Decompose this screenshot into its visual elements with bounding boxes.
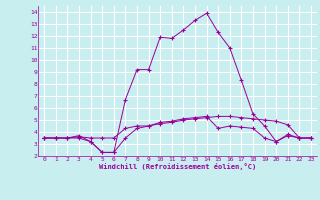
X-axis label: Windchill (Refroidissement éolien,°C): Windchill (Refroidissement éolien,°C): [99, 163, 256, 170]
